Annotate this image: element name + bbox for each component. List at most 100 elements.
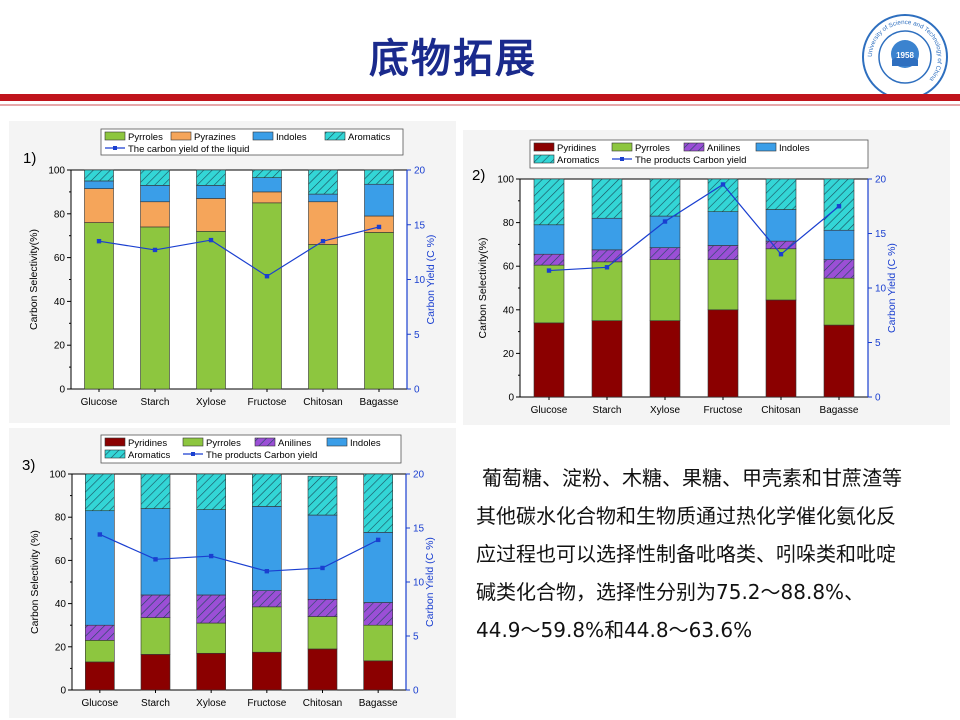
y2-tick-label: 0 [413,686,419,697]
ustc-seal-icon: University of Science and Technology of … [862,14,948,100]
bar-pyrroles-chitosan [765,248,797,301]
legend-label: Aromatics [128,450,170,461]
x-tick-label: Fructose [248,397,287,408]
carbon-yield-point [836,204,842,209]
x-tick-label: Xylose [196,698,226,709]
x-tick-label: Bagasse [820,405,859,416]
bar-aromatics-glucose [533,178,565,226]
bar-pyrazines-fructose [252,191,282,204]
legend-label: Pyrroles [206,438,241,449]
y-axis-title: Carbon Selectivity (%) [29,530,41,634]
legend-label: Pyrazines [194,132,236,143]
bar-aromatics-starch [140,169,170,186]
bar-pyridines-starch [591,320,623,398]
carbon-yield-point [320,565,325,571]
legend-swatch-marker [113,146,117,150]
y2-tick-label: 20 [875,175,887,186]
carbon-yield-line [98,226,380,277]
bar-aromatics-bagasse [363,473,393,533]
y-tick-label: 80 [503,218,515,229]
bar-indoles-xylose [196,509,226,596]
bar-pyridines-xylose [649,320,681,398]
y2-tick-label: 15 [413,524,425,535]
bar-pyridines-glucose [85,661,115,691]
bar-pyrroles-glucose [533,264,565,324]
bar-pyrroles-glucose [85,640,115,663]
y-tick-label: 100 [48,166,65,177]
y2-tick-label: 15 [414,220,426,231]
x-tick-label: Starch [141,698,170,709]
legend-label: Anilines [278,438,312,449]
x-tick-label: Fructose [704,405,743,416]
carbon-yield-point [604,265,610,270]
x-tick-label: Glucose [81,397,118,408]
y-tick-label: 0 [59,385,65,396]
bar-aromatics-chitosan [308,169,338,195]
bar-anilines-xylose [196,594,226,624]
x-tick-label: Xylose [196,397,226,408]
carbon-yield-point [152,247,158,253]
bar-pyrazines-starch [140,201,170,228]
bar-pyridines-chitosan [307,648,338,691]
bar-indoles-starch [140,508,171,596]
carbon-yield-line [99,533,379,572]
bar-pyrroles-fructose [252,202,282,390]
legend-swatch [104,437,126,447]
chart-1: 1) Glucose Starch Xylose Fructose Chitosan Bag… [23,128,437,408]
y2-tick-label: 10 [875,284,887,295]
bar-pyrazines-xylose [196,198,226,232]
x-tick-label: Bagasse [360,397,399,408]
title-divider-thin [0,104,960,106]
bar-pyridines-fructose [252,651,282,691]
x-tick-label: Chitosan [761,405,800,416]
y-tick-label: 0 [508,393,514,404]
bar-anilines-fructose [252,590,282,608]
legend-swatch [533,142,555,152]
carbon-yield-point [375,537,381,543]
bar-pyrroles-chitosan [307,616,338,650]
carbon-yield-point [97,532,103,537]
y-tick-label: 0 [60,686,66,697]
bar-pyrroles-starch [591,261,623,321]
carbon-yield-point [720,182,726,187]
bar-aromatics-fructose [252,169,282,178]
x-tick-label: Glucose [81,698,118,709]
bar-pyrroles-xylose [196,622,226,654]
y-tick-label: 100 [49,470,66,481]
bar-pyrazines-glucose [84,188,114,223]
bar-pyrroles-bagasse [364,232,394,390]
bar-aromatics-chitosan [765,178,797,210]
carbon-yield-point [320,238,326,244]
carbon-yield-point [264,569,270,574]
bar-anilines-xylose [649,247,681,260]
bar-indoles-glucose [84,180,114,189]
bar-pyrroles-bagasse [823,277,855,326]
panel-label: 3) [22,457,35,474]
bar-indoles-fructose [252,506,282,591]
legend-label: Aromatics [557,155,599,166]
bar-pyridines-chitosan [765,299,797,398]
summary-text: 葡萄糖、淀粉、木糖、果糖、甲壳素和甘蔗渣等其他碳水化合物和生物质通过热化学催化氨… [476,466,902,642]
legend-label: The carbon yield of the liquid [128,144,249,155]
bar-indoles-chitosan [308,193,338,203]
y-tick-label: 40 [503,305,515,316]
legend-swatch [683,142,705,152]
chart-2: 2) Glucose Starch Xylose Fructose Chitosan Bag… [472,139,898,416]
carbon-yield-point [153,557,158,562]
x-tick-label: Chitosan [303,698,342,709]
y-tick-label: 100 [497,175,514,186]
x-tick-label: Bagasse [359,698,398,709]
bar-pyridines-bagasse [363,660,393,691]
carbon-yield-line [548,183,840,272]
bar-aromatics-xylose [196,473,226,510]
bar-pyrroles-xylose [196,231,226,390]
y-tick-label: 20 [503,349,515,360]
y-tick-label: 40 [55,599,67,610]
legend-box [100,434,402,464]
legend-label: Pyrroles [635,143,670,154]
bar-pyrroles-fructose [252,606,282,653]
bar-aromatics-xylose [196,169,226,186]
bar-pyrroles-xylose [649,259,681,322]
y-tick-label: 20 [54,341,66,352]
